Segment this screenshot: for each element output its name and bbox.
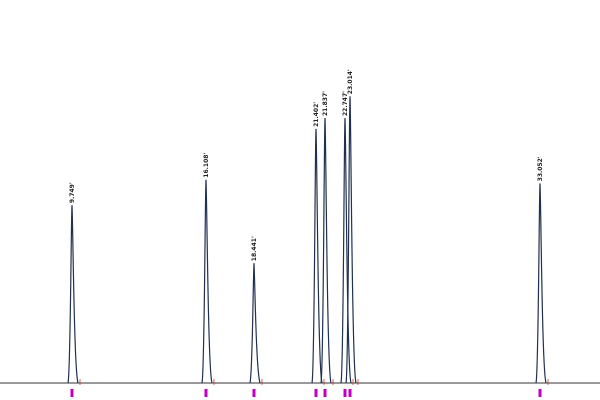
peak-marker-3 [314,389,318,397]
peak-2 [249,263,261,384]
peak-marker-6 [348,389,352,397]
peak-1 [201,179,213,384]
peak-label-7: 33.052' [537,156,544,181]
peak-0 [67,205,79,384]
peak-7 [535,183,547,384]
peak-label-1: 16.108' [203,153,210,178]
peak-label-2: 18.441' [251,236,258,261]
peak-label-5: 22.747' [342,91,349,116]
peak-marker-2 [252,389,256,397]
peak-label-6: 23.014' [347,69,354,94]
peak-6 [345,96,357,384]
peak-marker-5 [343,389,347,397]
peak-3 [311,128,323,384]
peak-marker-1 [204,389,208,397]
peak-label-3: 21.402' [313,102,320,127]
peak-label-0: 9.749' [69,182,76,203]
peak-4 [320,117,332,384]
peaks-group: 9.749' 16.108' 18.441' 21.402' 21.837' 22.747… [67,69,549,397]
peak-marker-4 [323,389,327,397]
peak-marker-7 [538,389,542,397]
peak-label-4: 21.837' [322,91,329,116]
peak-marker-0 [70,389,74,397]
